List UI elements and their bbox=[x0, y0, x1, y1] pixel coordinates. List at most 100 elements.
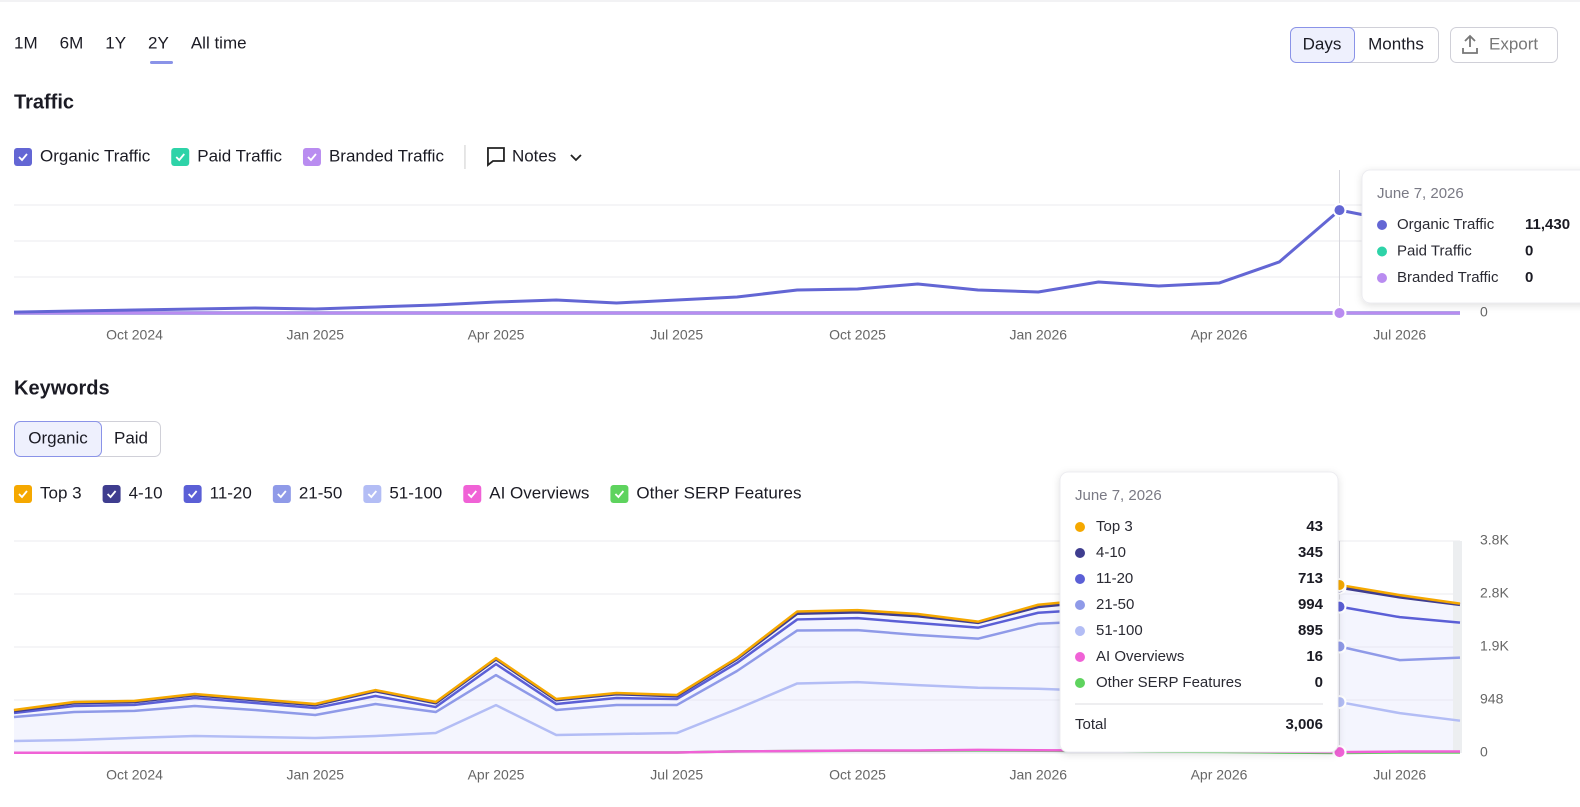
x-tick-label: Apr 2025 bbox=[468, 767, 525, 783]
series-line bbox=[13, 208, 1461, 314]
x-tick-label: Jan 2025 bbox=[286, 767, 344, 783]
checkbox[interactable] bbox=[183, 485, 202, 503]
legend-label[interactable]: 4-10 bbox=[129, 483, 163, 502]
keywords-tab[interactable]: Organic bbox=[28, 428, 88, 447]
checkmark bbox=[187, 490, 198, 499]
x-tick-label: Jan 2025 bbox=[286, 327, 344, 343]
range-tab[interactable]: 1M bbox=[14, 33, 38, 52]
legend-label[interactable]: 51-100 bbox=[389, 483, 442, 502]
section-title: Traffic bbox=[14, 91, 74, 113]
checkmark bbox=[106, 490, 117, 499]
tooltip-dot bbox=[1377, 220, 1387, 230]
tooltip-value: 345 bbox=[1298, 544, 1323, 561]
tooltip-name: 51-100 bbox=[1096, 622, 1143, 639]
legend-label[interactable]: 11-20 bbox=[210, 483, 252, 502]
x-tick-label: Jan 2026 bbox=[1009, 767, 1067, 783]
x-tick-label: Jan 2026 bbox=[1009, 327, 1067, 343]
y-tick-label: 0 bbox=[1480, 304, 1488, 320]
tooltip-value: 0 bbox=[1525, 242, 1533, 259]
range-tab[interactable]: 2Y bbox=[148, 33, 169, 52]
notes-chevron bbox=[570, 154, 582, 162]
active-range-underline bbox=[150, 61, 173, 64]
checkbox[interactable] bbox=[14, 148, 32, 166]
checkbox[interactable] bbox=[14, 485, 32, 503]
export-label[interactable]: Export bbox=[1489, 34, 1538, 53]
tooltip-name: Paid Traffic bbox=[1397, 242, 1472, 259]
checkmark bbox=[18, 153, 28, 162]
x-tick-label: Jul 2025 bbox=[650, 327, 703, 343]
keywords-tab[interactable]: Paid bbox=[114, 428, 148, 447]
granularity-button[interactable]: Months bbox=[1368, 34, 1424, 53]
section-title: Keywords bbox=[14, 377, 110, 399]
y-tick-label: 1.9K bbox=[1480, 638, 1509, 654]
x-tick-label: Jul 2026 bbox=[1373, 327, 1426, 343]
tooltip-dot bbox=[1075, 678, 1085, 688]
checkmark bbox=[614, 490, 625, 499]
tooltip-value: 43 bbox=[1306, 518, 1323, 535]
x-tick-label: Oct 2025 bbox=[829, 327, 886, 343]
traffic-tooltip: June 7, 2026 Organic Traffic 11,430 Paid Tr… bbox=[1361, 169, 1580, 304]
tooltip-name: Top 3 bbox=[1096, 518, 1133, 535]
legend-label[interactable]: Other SERP Features bbox=[636, 483, 801, 502]
legend-label[interactable]: Branded Traffic bbox=[329, 146, 444, 165]
y-tick-label: 3.8K bbox=[1480, 532, 1509, 548]
checkbox[interactable] bbox=[272, 485, 291, 503]
tooltip-dot bbox=[1075, 522, 1085, 532]
checkbox[interactable] bbox=[302, 148, 321, 166]
x-tick-label: Apr 2026 bbox=[1191, 767, 1248, 783]
x-tick-label: Oct 2024 bbox=[106, 767, 163, 783]
tooltip-dot bbox=[1377, 246, 1387, 257]
notes-icon bbox=[487, 147, 505, 167]
legend-label[interactable]: Paid Traffic bbox=[197, 146, 282, 165]
legend-label[interactable]: Organic Traffic bbox=[40, 146, 151, 165]
tooltip-box bbox=[1361, 169, 1580, 304]
range-tab[interactable]: All time bbox=[191, 33, 247, 52]
x-tick-label: Oct 2024 bbox=[106, 327, 163, 343]
checkmark bbox=[277, 490, 287, 499]
tooltip-name: Branded Traffic bbox=[1397, 269, 1499, 286]
y-tick-label: 0 bbox=[1480, 744, 1488, 760]
tooltip-total: 3,006 bbox=[1285, 716, 1323, 733]
checkbox[interactable] bbox=[102, 485, 121, 503]
tooltip-name: Other SERP Features bbox=[1096, 674, 1242, 691]
legend-label[interactable]: AI Overviews bbox=[489, 483, 589, 502]
checkbox[interactable] bbox=[171, 148, 190, 166]
checkmark bbox=[175, 153, 185, 162]
x-tick-label: Oct 2025 bbox=[829, 767, 886, 783]
granularity-button[interactable]: Days bbox=[1303, 34, 1342, 53]
x-tick-label: Apr 2026 bbox=[1191, 327, 1248, 343]
granularity-active[interactable] bbox=[1290, 27, 1355, 63]
range-tab[interactable]: 6M bbox=[60, 33, 84, 52]
keywords-tooltip: June 7, 2026 Top 3 43 4-10 345 11-20 713 21-50 9… bbox=[1059, 471, 1339, 753]
checkbox[interactable] bbox=[463, 485, 482, 503]
notes-button[interactable]: Notes bbox=[512, 146, 556, 165]
checkmark bbox=[307, 153, 317, 162]
legend-label[interactable]: 21-50 bbox=[299, 483, 342, 502]
hover-dot bbox=[1332, 306, 1347, 320]
tooltip-total-label: Total bbox=[1075, 716, 1107, 733]
checkbox[interactable] bbox=[363, 485, 382, 503]
tooltip-dot bbox=[1075, 548, 1085, 558]
tooltip-name: AI Overviews bbox=[1096, 648, 1184, 665]
tooltip-date: June 7, 2026 bbox=[1075, 487, 1162, 504]
tooltip-box bbox=[1059, 471, 1339, 753]
legend-label[interactable]: Top 3 bbox=[40, 483, 82, 502]
keywords-tab-active[interactable] bbox=[14, 421, 102, 457]
range-tab[interactable]: 1Y bbox=[105, 33, 126, 52]
traffic-chart: Organic Traffic Paid Traffic Branded Traff… bbox=[13, 145, 1519, 343]
range-tabs: 1M 6M 1Y 2Y All time bbox=[14, 33, 247, 52]
tooltip-value: 0 bbox=[1525, 269, 1533, 286]
tooltip-dot bbox=[1075, 574, 1085, 584]
right-band bbox=[1453, 541, 1462, 753]
tooltip-dot bbox=[1075, 600, 1085, 610]
x-tick-label: Jul 2026 bbox=[1373, 767, 1426, 783]
y-tick-label: 2.8K bbox=[1480, 585, 1509, 601]
tooltip-dot bbox=[1377, 273, 1387, 283]
x-tick-label: Apr 2025 bbox=[468, 327, 525, 343]
tooltip-value: 11,430 bbox=[1525, 216, 1570, 233]
checkbox[interactable] bbox=[610, 485, 629, 503]
tooltip-name: 11-20 bbox=[1096, 570, 1133, 587]
tooltip-dot bbox=[1075, 626, 1085, 636]
